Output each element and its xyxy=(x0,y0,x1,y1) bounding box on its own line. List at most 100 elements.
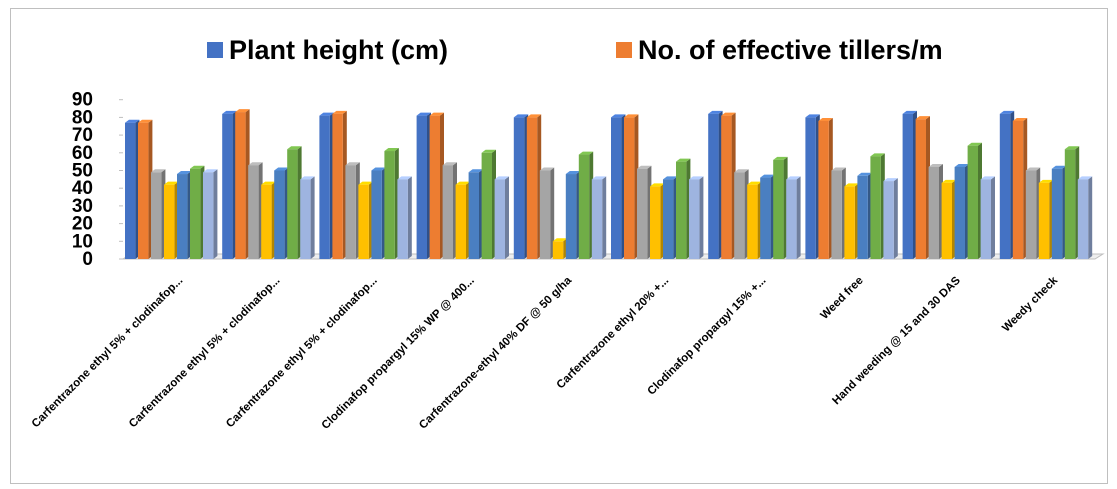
y-tick-label: 10 xyxy=(72,231,93,252)
bar-top xyxy=(650,183,665,187)
bar xyxy=(689,176,704,259)
x-category-label: Carfentrazone ethyl 20% +... xyxy=(555,275,672,392)
bar xyxy=(999,110,1015,259)
bar xyxy=(416,112,431,259)
bar xyxy=(1051,165,1067,259)
bar-front xyxy=(967,145,978,259)
bar-top xyxy=(611,114,626,118)
bar-top xyxy=(397,176,412,180)
bar-top xyxy=(915,116,930,120)
bar-front xyxy=(773,159,784,259)
bar xyxy=(624,114,639,260)
bar xyxy=(980,176,995,259)
bar-front xyxy=(928,166,939,259)
bar-front xyxy=(1025,170,1037,259)
bar-top xyxy=(883,178,898,182)
bar-front xyxy=(513,117,525,260)
bar-top xyxy=(345,162,360,166)
bar-side xyxy=(310,176,315,259)
bar xyxy=(760,174,775,259)
bar xyxy=(429,112,444,259)
bar-top xyxy=(689,176,704,180)
bar-front xyxy=(526,117,538,260)
bar-top xyxy=(319,112,334,116)
bar xyxy=(397,176,412,259)
bar xyxy=(287,146,302,259)
bar-front xyxy=(494,179,505,259)
legend-item-plant-height: Plant height (cm) xyxy=(207,33,448,67)
bar-front xyxy=(747,184,758,259)
bar xyxy=(591,176,607,259)
y-tick-label: 20 xyxy=(72,214,93,235)
bar-front xyxy=(1038,182,1050,259)
x-category-label: Clodinafop propargyl 15% WP @ 400... xyxy=(320,275,477,432)
bar xyxy=(857,172,872,259)
bar-front xyxy=(190,168,201,259)
bar-front xyxy=(999,113,1011,259)
bar xyxy=(734,169,749,259)
bar xyxy=(883,178,898,259)
bar-front xyxy=(980,179,991,259)
y-tick-label: 30 xyxy=(72,196,93,217)
bar-top xyxy=(578,151,594,155)
bar-top xyxy=(222,110,237,114)
bar-top xyxy=(481,149,496,153)
bar-side xyxy=(991,176,995,259)
bar-top xyxy=(164,181,179,185)
bar-front xyxy=(371,170,382,259)
bar-front xyxy=(300,179,311,259)
bar-top xyxy=(1038,179,1054,183)
bar xyxy=(578,151,594,259)
bar-front xyxy=(332,113,343,259)
y-tick-label: 50 xyxy=(72,161,93,182)
y-tick-label: 90 xyxy=(72,90,93,111)
bar xyxy=(663,176,678,259)
bar-front xyxy=(650,186,661,259)
bar-top xyxy=(151,169,166,173)
bar-top xyxy=(624,114,639,118)
bar-side xyxy=(505,176,509,259)
bar-front xyxy=(222,113,233,259)
bar-top xyxy=(1051,165,1067,169)
bar xyxy=(818,117,833,259)
bar-front xyxy=(164,184,175,259)
bar-front xyxy=(578,154,590,259)
bar-front xyxy=(1051,168,1063,259)
bar-front xyxy=(397,179,408,259)
bar-top xyxy=(300,176,315,180)
bar-top xyxy=(663,176,678,180)
bar-front xyxy=(1064,149,1076,259)
bar-front xyxy=(805,117,816,260)
bar-side xyxy=(550,167,555,259)
bar-front xyxy=(442,165,453,259)
bar xyxy=(941,179,956,259)
bar xyxy=(831,167,846,259)
bar xyxy=(248,162,263,259)
bar-front xyxy=(844,186,855,259)
bar-side xyxy=(796,176,801,259)
bar-top xyxy=(786,176,801,180)
bar-top xyxy=(747,181,762,185)
bar-front xyxy=(151,172,162,259)
y-tick-label: 40 xyxy=(72,178,93,199)
bar xyxy=(870,153,885,259)
bar-top xyxy=(177,171,192,175)
bar-front xyxy=(468,172,479,259)
bar xyxy=(274,167,289,259)
bar-top xyxy=(138,119,153,123)
bar-top xyxy=(190,165,205,169)
bar xyxy=(494,176,509,259)
bar xyxy=(773,156,788,259)
bar xyxy=(526,114,542,260)
bar-front xyxy=(287,149,298,259)
bar-front xyxy=(177,174,188,259)
bar-top xyxy=(941,179,956,183)
bar-top xyxy=(539,167,555,171)
bar-top xyxy=(358,181,373,185)
x-category-label: Carfentrazone ethyl 5% + clodinafop... xyxy=(127,275,283,431)
bar xyxy=(539,167,555,259)
bar xyxy=(222,110,237,259)
bar xyxy=(151,169,166,259)
x-category-label: Carfentrazone ethyl 5% + clodinafop... xyxy=(30,275,186,431)
bar-front xyxy=(552,241,564,259)
